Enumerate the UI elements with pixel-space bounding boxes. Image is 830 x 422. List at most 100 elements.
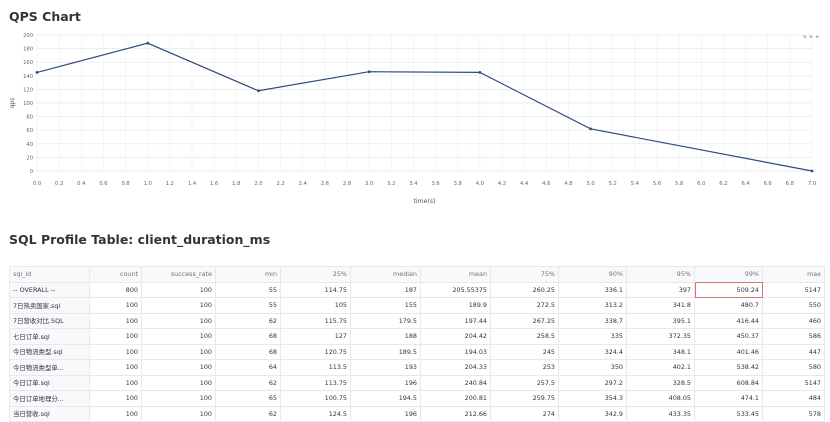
table-cell[interactable]: 274	[490, 405, 559, 422]
table-cell[interactable]: 212.66	[420, 405, 491, 422]
table-row[interactable]: 7日热卖国家.sql 100 100 55 105 155 189.9 272.5 313.2 3…	[9, 297, 825, 314]
table-cell[interactable]: 115.75	[280, 312, 351, 329]
table-cell[interactable]: 336.1	[558, 281, 627, 298]
more-horizontal-icon[interactable]: •••	[802, 33, 821, 43]
table-row[interactable]: 7日营收对比.SQL 100 100 62 115.75 179.5 197.44 267.2…	[9, 312, 825, 329]
table-cell[interactable]: 533.45	[694, 405, 763, 422]
column-header[interactable]: count	[89, 266, 142, 283]
table-cell[interactable]: 113.75	[280, 374, 351, 391]
table-cell[interactable]: 474.1	[694, 390, 763, 407]
table-cell[interactable]: 100	[89, 374, 142, 391]
table-cell[interactable]: 447	[762, 343, 825, 360]
table-cell[interactable]: 196	[350, 374, 421, 391]
table-cell[interactable]: 100	[141, 281, 216, 298]
table-cell[interactable]: 64	[215, 359, 281, 376]
table-cell[interactable]: 258.5	[490, 328, 559, 345]
table-cell[interactable]: 272.5	[490, 297, 559, 314]
table-cell[interactable]: 397	[626, 281, 695, 298]
table-cell[interactable]: 100	[141, 390, 216, 407]
column-header[interactable]: 90%	[558, 266, 627, 283]
table-cell[interactable]: 100	[89, 359, 142, 376]
sql-id-cell[interactable]: 七日订单.sql	[9, 328, 90, 345]
table-cell[interactable]: 114.75	[280, 281, 351, 298]
table-cell[interactable]: 586	[762, 328, 825, 345]
table-cell[interactable]: 105	[280, 297, 351, 314]
table-cell[interactable]: 100	[89, 343, 142, 360]
sql-id-cell[interactable]: -- OVERALL --	[9, 281, 90, 298]
column-header[interactable]: min	[215, 266, 281, 283]
column-header[interactable]: sql_id	[9, 266, 90, 283]
table-cell[interactable]: 187	[350, 281, 421, 298]
table-cell[interactable]: 253	[490, 359, 559, 376]
table-cell[interactable]: 100.75	[280, 390, 351, 407]
table-cell[interactable]: 194.5	[350, 390, 421, 407]
table-cell[interactable]: 188	[350, 328, 421, 345]
table-cell[interactable]: 100	[141, 374, 216, 391]
table-row[interactable]: 当日营收.sql 100 100 62 124.5 196 212.66 274 342.9 43…	[9, 405, 825, 422]
table-cell[interactable]: 450.37	[694, 328, 763, 345]
table-cell[interactable]: 55	[215, 297, 281, 314]
table-cell[interactable]: 338.7	[558, 312, 627, 329]
table-cell[interactable]: 313.2	[558, 297, 627, 314]
table-cell[interactable]: 509.24	[694, 281, 763, 298]
table-cell[interactable]: 433.35	[626, 405, 695, 422]
table-cell[interactable]: 65	[215, 390, 281, 407]
table-cell[interactable]: 100	[141, 359, 216, 376]
table-cell[interactable]: 324.4	[558, 343, 627, 360]
table-cell[interactable]: 484	[762, 390, 825, 407]
table-cell[interactable]: 204.33	[420, 359, 491, 376]
table-cell[interactable]: 179.5	[350, 312, 421, 329]
table-cell[interactable]: 580	[762, 359, 825, 376]
table-cell[interactable]: 372.35	[626, 328, 695, 345]
table-cell[interactable]: 189.9	[420, 297, 491, 314]
table-cell[interactable]: 100	[141, 405, 216, 422]
table-cell[interactable]: 480.7	[694, 297, 763, 314]
column-header[interactable]: 25%	[280, 266, 351, 283]
table-cell[interactable]: 100	[89, 405, 142, 422]
table-cell[interactable]: 354.3	[558, 390, 627, 407]
table-cell[interactable]: 68	[215, 328, 281, 345]
table-cell[interactable]: 155	[350, 297, 421, 314]
table-cell[interactable]: 100	[89, 328, 142, 345]
table-cell[interactable]: 189.5	[350, 343, 421, 360]
table-cell[interactable]: 100	[89, 297, 142, 314]
table-cell[interactable]: 62	[215, 374, 281, 391]
sql-id-cell[interactable]: 今日物流类型.sql	[9, 343, 90, 360]
table-row[interactable]: 今日订单.sql 100 100 62 113.75 196 240.84 257.5 297.…	[9, 374, 825, 391]
table-cell[interactable]: 100	[89, 312, 142, 329]
table-cell[interactable]: 197.44	[420, 312, 491, 329]
sql-id-cell[interactable]: 7日热卖国家.sql	[9, 297, 90, 314]
column-header[interactable]: 95%	[626, 266, 695, 283]
table-cell[interactable]: 113.5	[280, 359, 351, 376]
qps-chart[interactable]: 0 20 40 60 80 100 120 140 160 180 200 0.0 0.2 0.4 0.6 0…	[10, 28, 825, 218]
table-cell[interactable]: 200.81	[420, 390, 491, 407]
table-cell[interactable]: 578	[762, 405, 825, 422]
table-cell[interactable]: 402.1	[626, 359, 695, 376]
table-cell[interactable]: 538.42	[694, 359, 763, 376]
table-cell[interactable]: 267.25	[490, 312, 559, 329]
table-cell[interactable]: 350	[558, 359, 627, 376]
table-cell[interactable]: 260.25	[490, 281, 559, 298]
column-header[interactable]: 75%	[490, 266, 559, 283]
table-cell[interactable]: 196	[350, 405, 421, 422]
table-cell[interactable]: 194.03	[420, 343, 491, 360]
table-cell[interactable]: 348.1	[626, 343, 695, 360]
table-cell[interactable]: 328.5	[626, 374, 695, 391]
sql-id-cell[interactable]: 7日营收对比.SQL	[9, 312, 90, 329]
column-header[interactable]: 99%	[694, 266, 763, 283]
column-header[interactable]: max	[762, 266, 825, 283]
table-cell[interactable]: 100	[141, 312, 216, 329]
table-cell[interactable]: 62	[215, 405, 281, 422]
table-cell[interactable]: 55	[215, 281, 281, 298]
table-row[interactable]: 今日物流类型.sql 100 100 68 120.75 189.5 194.03 245 32…	[9, 343, 825, 360]
sql-id-cell[interactable]: 今日物流类型单...	[9, 359, 90, 376]
table-cell[interactable]: 408.05	[626, 390, 695, 407]
table-cell[interactable]: 341.8	[626, 297, 695, 314]
table-cell[interactable]: 124.5	[280, 405, 351, 422]
table-cell[interactable]: 608.84	[694, 374, 763, 391]
table-cell[interactable]: 257.5	[490, 374, 559, 391]
table-cell[interactable]: 62	[215, 312, 281, 329]
table-cell[interactable]: 204.42	[420, 328, 491, 345]
table-cell[interactable]: 100	[141, 297, 216, 314]
table-cell[interactable]: 205.55375	[420, 281, 491, 298]
